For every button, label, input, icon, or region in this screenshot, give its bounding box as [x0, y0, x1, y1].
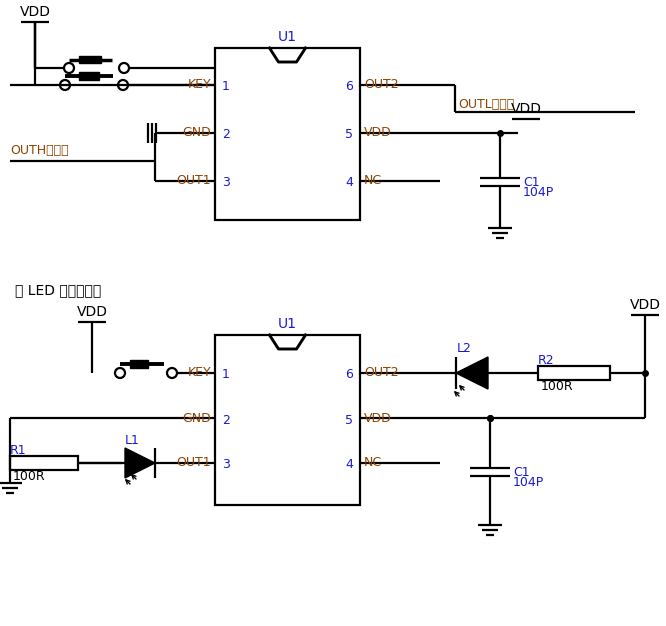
Text: L2: L2: [457, 342, 472, 356]
Polygon shape: [456, 357, 488, 389]
Text: VDD: VDD: [511, 102, 541, 116]
Text: NC: NC: [364, 175, 382, 188]
Text: 5: 5: [345, 128, 353, 141]
Text: 接 LED 参考电流：: 接 LED 参考电流：: [15, 283, 101, 297]
Text: C1: C1: [523, 175, 539, 188]
Text: 6: 6: [345, 369, 353, 381]
Bar: [215, 335, 360, 505]
Text: OUTH高输出: OUTH高输出: [10, 145, 69, 158]
Text: 104P: 104P: [523, 185, 554, 198]
Text: VDD: VDD: [364, 126, 392, 140]
Text: 2: 2: [222, 414, 230, 426]
Bar: [79, 72, 99, 80]
Text: L1: L1: [125, 434, 139, 448]
Bar: [538, 366, 610, 380]
Bar: [79, 56, 101, 63]
Text: OUT2: OUT2: [364, 78, 399, 91]
Text: OUT1: OUT1: [176, 175, 211, 188]
Text: OUT2: OUT2: [364, 366, 399, 379]
Text: GND: GND: [182, 126, 211, 140]
Text: 100R: 100R: [13, 471, 46, 483]
Text: 1: 1: [222, 369, 230, 381]
Text: C1: C1: [513, 466, 529, 478]
Text: 4: 4: [345, 458, 353, 471]
Text: VDD: VDD: [364, 411, 392, 424]
Text: 3: 3: [222, 458, 230, 471]
Text: U1: U1: [278, 30, 297, 44]
Text: KEY: KEY: [187, 366, 211, 379]
Text: R2: R2: [538, 354, 555, 367]
Text: R1: R1: [10, 444, 27, 458]
Text: U1: U1: [278, 317, 297, 331]
Bar: [10, 456, 78, 470]
Text: KEY: KEY: [187, 78, 211, 91]
Text: 104P: 104P: [513, 476, 544, 488]
Text: 6: 6: [345, 81, 353, 93]
Text: 2: 2: [222, 128, 230, 141]
Text: OUTL低输出: OUTL低输出: [458, 98, 514, 111]
Polygon shape: [125, 448, 155, 478]
Bar: [215, 48, 360, 220]
Text: VDD: VDD: [77, 305, 107, 319]
Text: VDD: VDD: [629, 298, 661, 312]
Text: 4: 4: [345, 177, 353, 190]
Text: VDD: VDD: [19, 5, 51, 19]
Text: 1: 1: [222, 81, 230, 93]
Text: 3: 3: [222, 177, 230, 190]
Text: OUT1: OUT1: [176, 456, 211, 470]
Bar: [130, 360, 148, 368]
Text: NC: NC: [364, 456, 382, 470]
Text: 5: 5: [345, 414, 353, 426]
Text: GND: GND: [182, 411, 211, 424]
Text: 100R: 100R: [541, 381, 573, 394]
